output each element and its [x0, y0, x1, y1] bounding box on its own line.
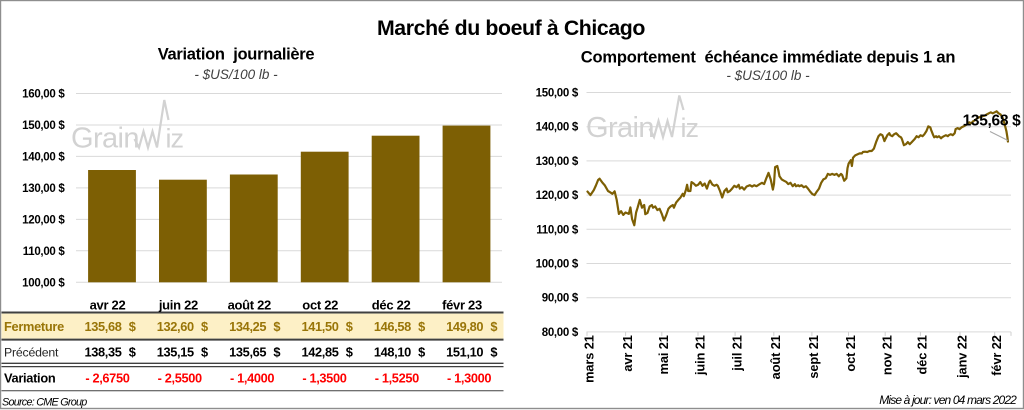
svg-text:$: $ — [201, 345, 208, 360]
svg-text:150,00 $: 150,00 $ — [22, 120, 65, 132]
svg-text:$: $ — [201, 319, 208, 334]
svg-text:100,00 $: 100,00 $ — [536, 259, 579, 271]
svg-text:mai 21: mai 21 — [656, 335, 671, 374]
svg-text:juil 21: juil 21 — [729, 335, 744, 372]
svg-text:100,00 $: 100,00 $ — [22, 277, 65, 289]
svg-text:150,00 $: 150,00 $ — [536, 88, 579, 100]
svg-text:149,80: 149,80 — [446, 319, 483, 334]
svg-text:nov 21: nov 21 — [880, 335, 895, 375]
svg-text:Marché du boeuf à Chicago: Marché du boeuf à Chicago — [377, 16, 645, 40]
svg-text:iz: iz — [681, 113, 699, 143]
svg-text:avr 21: avr 21 — [620, 335, 635, 371]
svg-text:135,68 $: 135,68 $ — [963, 113, 1022, 130]
svg-text:$: $ — [346, 319, 353, 334]
svg-text:- 1,5250: - 1,5250 — [375, 371, 419, 386]
svg-text:130,00 $: 130,00 $ — [536, 156, 579, 168]
svg-text:oct 22: oct 22 — [302, 298, 338, 313]
svg-text:juin 22: juin 22 — [158, 298, 198, 313]
svg-text:févr 23: févr 23 — [442, 298, 482, 313]
svg-text:$: $ — [490, 345, 497, 360]
svg-text:janv 22: janv 22 — [954, 335, 969, 379]
svg-text:135,15: 135,15 — [157, 345, 194, 360]
svg-text:Grain: Grain — [71, 123, 139, 155]
svg-text:134,25: 134,25 — [229, 319, 266, 334]
svg-text:déc 21: déc 21 — [915, 335, 930, 374]
svg-text:$: $ — [129, 319, 136, 334]
svg-text:sept 21: sept 21 — [806, 335, 821, 378]
svg-text:juin 21: juin 21 — [692, 335, 707, 376]
svg-text:$: $ — [273, 345, 280, 360]
svg-text:Grain: Grain — [586, 112, 654, 144]
svg-text:Fermeture: Fermeture — [4, 319, 64, 334]
svg-text:80,00 $: 80,00 $ — [542, 327, 579, 339]
svg-text:142,85: 142,85 — [301, 345, 338, 360]
svg-text:Précédent: Précédent — [4, 346, 59, 360]
svg-text:avr 22: avr 22 — [90, 298, 126, 313]
svg-text:- 1,4000: - 1,4000 — [230, 371, 274, 386]
svg-text:151,10: 151,10 — [446, 345, 483, 360]
svg-text:110,00 $: 110,00 $ — [23, 246, 66, 258]
svg-text:135,68: 135,68 — [84, 319, 121, 334]
svg-text:août 21: août 21 — [768, 335, 783, 379]
svg-text:déc 22: déc 22 — [372, 298, 411, 313]
svg-text:août 22: août 22 — [228, 298, 271, 313]
svg-text:$: $ — [418, 345, 425, 360]
svg-text:140,00 $: 140,00 $ — [536, 122, 579, 134]
svg-text:mars 21: mars 21 — [581, 335, 596, 383]
svg-text:Source: CME Group: Source: CME Group — [2, 397, 87, 409]
svg-text:Variation journalière: Variation journalière — [158, 46, 315, 64]
svg-text:160,00 $: 160,00 $ — [22, 89, 65, 101]
svg-text:$: $ — [129, 345, 136, 360]
svg-text:$: $ — [273, 319, 280, 334]
svg-text:120,00 $: 120,00 $ — [22, 214, 65, 226]
svg-text:$: $ — [418, 319, 425, 334]
svg-text:- $US/100 lb -: - $US/100 lb - — [726, 68, 810, 83]
svg-text:130,00 $: 130,00 $ — [22, 183, 65, 195]
svg-text:$: $ — [346, 345, 353, 360]
svg-text:- 2,6750: - 2,6750 — [85, 371, 129, 386]
svg-text:110,00 $: 110,00 $ — [536, 224, 579, 236]
svg-text:- $US/100 lb -: - $US/100 lb - — [194, 67, 278, 82]
svg-text:138,35: 138,35 — [84, 345, 121, 360]
svg-text:132,60: 132,60 — [157, 319, 194, 334]
svg-text:Comportement échéance immédia: Comportement échéance immédiate depuis 1… — [581, 49, 956, 67]
svg-text:Mise à jour: ven 04 mars 2022: Mise à jour: ven 04 mars 2022 — [879, 393, 1017, 407]
svg-text:148,10: 148,10 — [374, 345, 411, 360]
svg-text:$: $ — [490, 319, 497, 334]
svg-text:146,58: 146,58 — [374, 319, 411, 334]
svg-text:iz: iz — [166, 124, 184, 154]
svg-text:Variation: Variation — [4, 371, 56, 386]
svg-text:- 1,3000: - 1,3000 — [447, 371, 491, 386]
svg-text:févr 22: févr 22 — [989, 335, 1004, 376]
svg-text:- 1,3500: - 1,3500 — [302, 371, 346, 386]
svg-text:135,65: 135,65 — [229, 345, 266, 360]
svg-text:oct 21: oct 21 — [843, 335, 858, 371]
svg-text:120,00 $: 120,00 $ — [536, 190, 579, 202]
svg-text:90,00 $: 90,00 $ — [542, 293, 579, 305]
svg-text:- 2,5500: - 2,5500 — [158, 371, 202, 386]
svg-text:140,00 $: 140,00 $ — [22, 151, 65, 163]
svg-text:141,50: 141,50 — [301, 319, 338, 334]
